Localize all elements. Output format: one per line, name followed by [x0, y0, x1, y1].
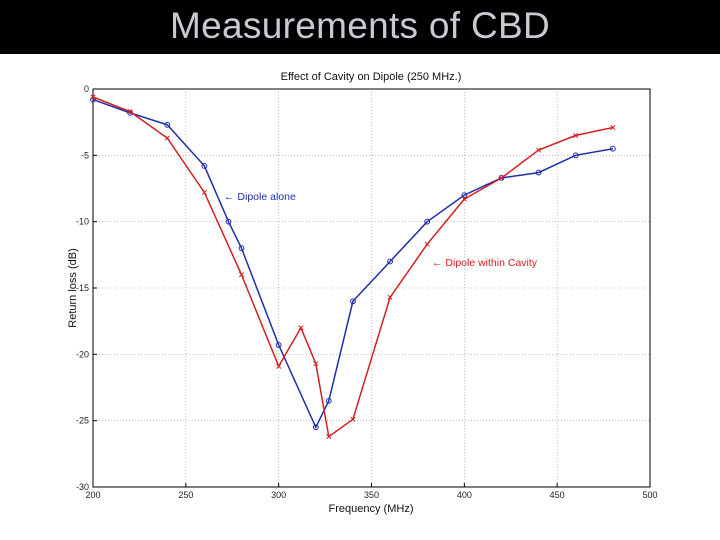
data-point-dipole-within-cavity	[276, 363, 282, 369]
data-point-dipole-within-cavity	[90, 94, 96, 100]
data-point-dipole-within-cavity	[424, 241, 430, 247]
data-point-dipole-alone	[350, 298, 356, 305]
y-tick-label: -25	[76, 416, 89, 426]
data-point-dipole-within-cavity	[461, 196, 467, 202]
data-point-dipole-within-cavity	[127, 108, 133, 115]
x-tick-label: 400	[457, 490, 472, 500]
chart-title: Effect of Cavity on Dipole (250 MHz.)	[281, 71, 462, 83]
data-point-dipole-alone	[225, 218, 232, 225]
annotation-dipole-within-cavity: ← Dipole within Cavity	[432, 257, 538, 269]
data-point-dipole-within-cavity	[350, 416, 356, 422]
y-axis-label: Return loss (dB)	[67, 248, 79, 327]
data-point-dipole-alone	[325, 397, 332, 404]
data-point-dipole-alone	[609, 145, 616, 152]
data-point-dipole-within-cavity	[498, 175, 505, 181]
data-point-dipole-alone	[164, 121, 171, 128]
x-tick-label: 500	[642, 490, 657, 500]
y-tick-label: -5	[81, 150, 89, 160]
x-tick-label: 300	[271, 490, 286, 500]
data-point-dipole-within-cavity	[313, 361, 319, 367]
data-point-dipole-within-cavity	[387, 294, 393, 300]
data-point-dipole-within-cavity	[573, 132, 579, 138]
data-point-dipole-alone	[312, 424, 319, 431]
x-axis-label: Frequency (MHz)	[329, 503, 414, 515]
data-point-dipole-within-cavity	[610, 124, 616, 131]
x-tick-label: 200	[85, 490, 100, 500]
data-point-dipole-within-cavity	[238, 272, 245, 278]
y-tick-label: -15	[76, 283, 89, 293]
slide-title: Measurements of CBD	[170, 5, 550, 46]
grid	[93, 89, 650, 487]
data-point-dipole-alone	[572, 152, 579, 159]
series-group	[90, 94, 616, 440]
data-point-dipole-alone	[535, 169, 542, 176]
x-tick-label: 350	[364, 490, 379, 500]
x-tick-label: 250	[178, 490, 193, 500]
data-point-dipole-within-cavity	[298, 325, 304, 331]
data-point-dipole-alone	[387, 258, 393, 265]
x-tick-label: 450	[550, 490, 565, 500]
y-tick-label: -20	[76, 349, 89, 359]
data-point-dipole-alone	[201, 163, 208, 169]
data-point-dipole-within-cavity	[164, 135, 170, 141]
data-point-dipole-alone	[275, 342, 282, 348]
data-point-dipole-alone	[238, 245, 245, 252]
data-point-dipole-within-cavity	[201, 189, 207, 196]
data-point-dipole-alone	[498, 174, 505, 181]
data-point-dipole-within-cavity	[326, 434, 332, 440]
series-line-dipole-alone	[92, 98, 614, 430]
title-bar: Measurements of CBD	[0, 0, 720, 54]
y-tick-label: -30	[76, 482, 89, 492]
data-point-dipole-within-cavity	[536, 147, 542, 153]
data-point-dipole-alone	[424, 218, 431, 225]
axis-ticks: 200 250 300 350 400 450 500 0 -5 -10 -15 -20 -25 -30	[76, 84, 658, 500]
data-point-dipole-alone	[461, 192, 468, 199]
y-tick-label: 0	[84, 84, 89, 94]
annotation-dipole-alone: ← Dipole alone	[224, 191, 296, 203]
y-tick-label: -10	[76, 217, 89, 227]
